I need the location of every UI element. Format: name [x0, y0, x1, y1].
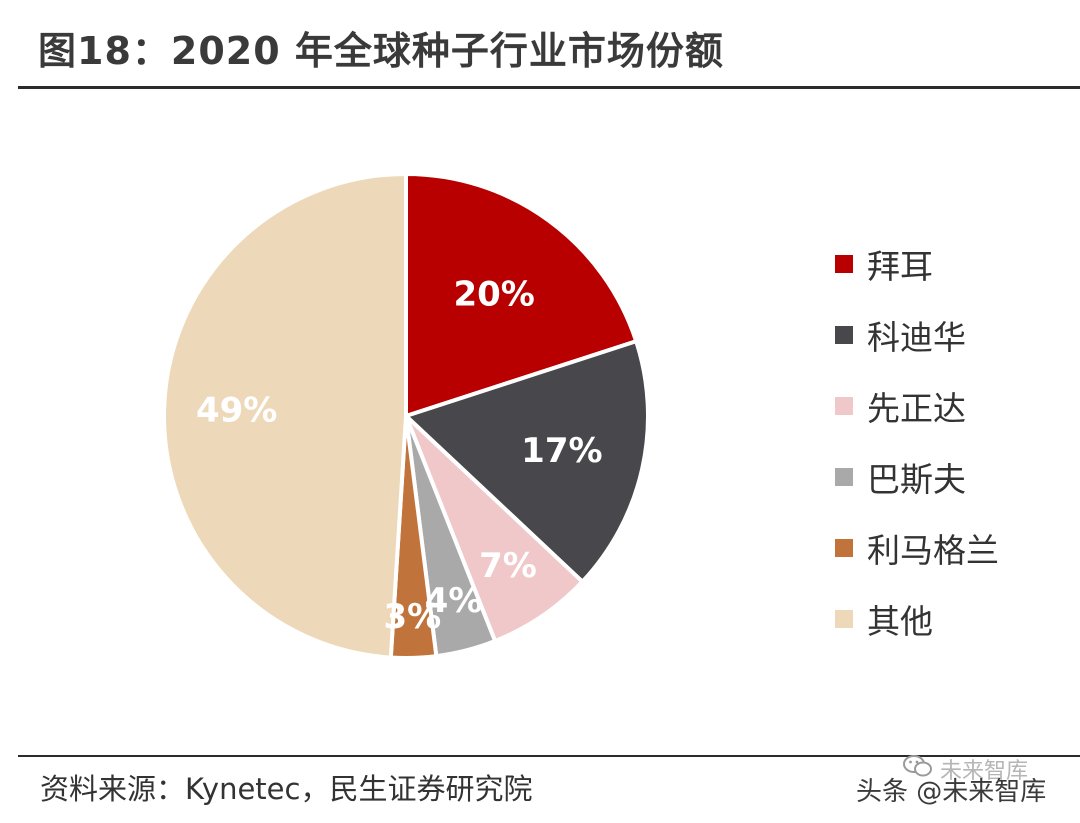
legend-item-5: 利马格兰: [835, 512, 999, 583]
legend-label: 拜耳: [867, 246, 933, 286]
legend-item-1: 拜耳: [835, 228, 999, 299]
legend-item-3: 先正达: [835, 370, 999, 441]
pie-slice-label-1: 20%: [453, 275, 534, 315]
pie-slice-label-2: 17%: [521, 431, 602, 471]
watermark-platform: 头条 @未来智库: [856, 777, 1047, 807]
pie-slice-label-4: 4%: [425, 581, 483, 621]
legend-swatch: [835, 609, 853, 628]
pie-slice-6: [162, 172, 408, 660]
pie-slice-2: [404, 339, 650, 584]
legend-label: 先正达: [867, 388, 966, 428]
footer-divider: [18, 755, 1080, 757]
title-divider: [18, 86, 1080, 89]
wechat-icon: [903, 754, 933, 778]
pie-slice-label-3: 7%: [479, 546, 537, 586]
pie-slice-3: [404, 414, 585, 644]
pie-slice-1: [404, 172, 639, 418]
legend-item-4: 巴斯夫: [835, 441, 999, 512]
watermark-brand: 未来智库: [940, 759, 1029, 784]
legend-item-6: 其他: [835, 583, 999, 654]
pie-slice-label-5: 3%: [383, 597, 441, 637]
legend-swatch: [835, 254, 853, 273]
pie-slice-label-6: 49%: [196, 391, 277, 431]
source-note: 资料来源：Kynetec，民生证券研究院: [40, 772, 533, 806]
legend-label: 巴斯夫: [867, 459, 966, 499]
legend-label: 其他: [867, 601, 933, 641]
legend-label: 利马格兰: [867, 530, 999, 570]
legend-swatch: [835, 396, 853, 415]
chart-legend: 拜耳科迪华先正达巴斯夫利马格兰其他: [835, 228, 999, 654]
chart-title: 图18：2020 年全球种子行业市场份额: [38, 29, 724, 73]
legend-swatch: [835, 538, 853, 557]
legend-swatch: [835, 467, 853, 486]
legend-item-2: 科迪华: [835, 299, 999, 370]
legend-swatch: [835, 325, 853, 344]
legend-label: 科迪华: [867, 317, 966, 357]
